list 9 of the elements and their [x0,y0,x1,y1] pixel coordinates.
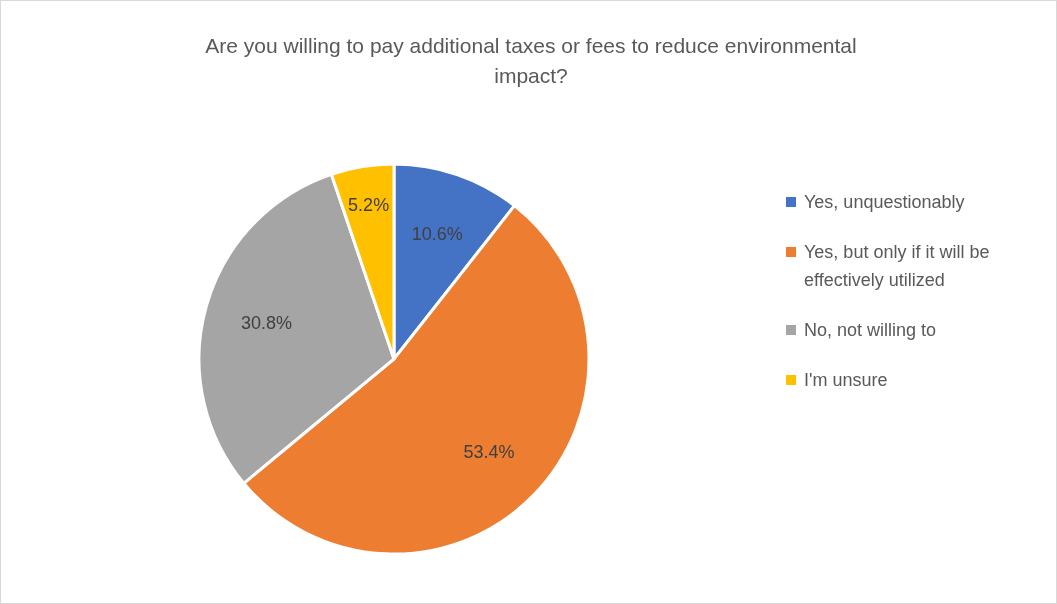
legend-label: Yes, unquestionably [804,191,965,214]
legend-label: Yes, but only if it will be effectively utilized [804,241,991,292]
chart-title: Are you willing to pay additional taxes or fees to reduce environmental impact? [204,33,858,89]
data-label: 53.4% [463,441,515,462]
data-label: 30.8% [240,312,292,333]
data-label: 10.6% [411,223,463,244]
legend-label: I'm unsure [804,369,888,392]
legend-label: No, not willing to [804,319,937,342]
data-label: 5.2% [348,195,390,216]
